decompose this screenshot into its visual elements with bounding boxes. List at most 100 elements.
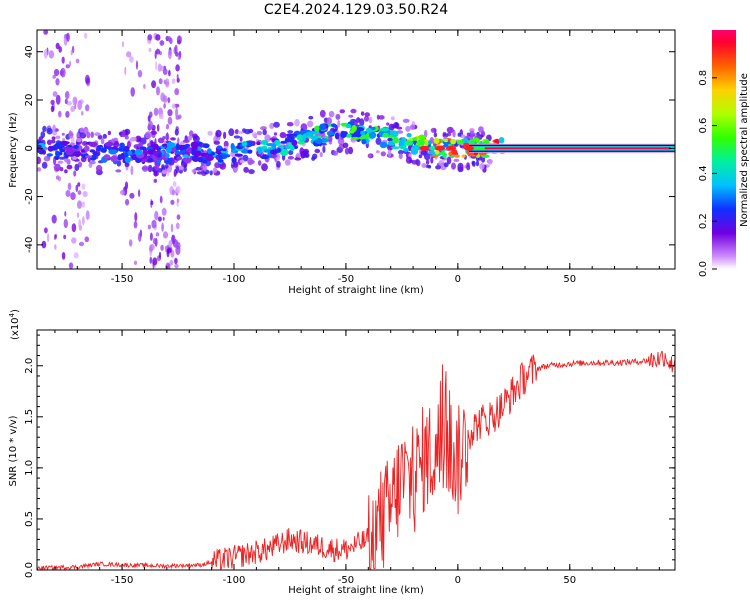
noise-speck bbox=[151, 219, 157, 229]
noise-speck bbox=[174, 263, 179, 269]
spread-speck bbox=[397, 150, 404, 155]
ridge-speck bbox=[100, 147, 108, 153]
spread-speck bbox=[387, 149, 392, 157]
noise-speck bbox=[177, 55, 181, 60]
ridge-speck bbox=[161, 143, 169, 147]
ridge-speck bbox=[190, 141, 199, 149]
noise-speck bbox=[65, 110, 70, 118]
ridge-speck bbox=[326, 130, 334, 136]
noise-speck bbox=[168, 240, 173, 248]
noise-speck bbox=[147, 34, 153, 41]
noise-speck bbox=[149, 244, 155, 251]
spread-speck bbox=[209, 170, 213, 176]
noise-speck bbox=[133, 221, 138, 229]
ridge-speck bbox=[241, 149, 250, 154]
colorbar-gradient bbox=[712, 30, 736, 269]
ridge-speck bbox=[123, 145, 130, 152]
spectrogram-axes: -150 -100 -50 0 50 -40 -20 0 20 40 bbox=[24, 30, 675, 285]
spread-speck bbox=[260, 126, 267, 131]
ridge-speck bbox=[319, 123, 326, 131]
spread-speck bbox=[239, 136, 243, 142]
y-tick-label: 1.0 bbox=[24, 460, 35, 476]
spread-speck bbox=[307, 120, 314, 128]
noise-speck bbox=[167, 263, 171, 269]
ridge-speck bbox=[345, 123, 352, 129]
noise-speck bbox=[174, 257, 178, 265]
spread-speck bbox=[394, 122, 399, 128]
noise-speck bbox=[128, 239, 133, 247]
noise-speck bbox=[175, 107, 179, 118]
ridge-speck bbox=[92, 151, 98, 156]
ridge-speck bbox=[403, 148, 410, 152]
ridge-speck bbox=[360, 130, 366, 136]
noise-speck bbox=[76, 212, 80, 218]
ridge-speck bbox=[382, 132, 389, 138]
spread-speck bbox=[356, 117, 361, 123]
ridge-speck bbox=[456, 139, 464, 145]
noise-speck bbox=[171, 189, 176, 196]
colorbar: 0.0 0.2 0.4 0.6 0.8 Normalized spectral ampl… bbox=[698, 30, 750, 277]
x-tick-label: 0 bbox=[455, 274, 461, 285]
noise-speck bbox=[162, 216, 165, 221]
noise-speck bbox=[73, 252, 79, 259]
noise-speck bbox=[71, 223, 77, 233]
spread-speck bbox=[188, 130, 194, 137]
noise-speck bbox=[163, 79, 167, 85]
noise-speck bbox=[152, 257, 158, 266]
spectrogram-heatmap bbox=[37, 30, 675, 269]
spread-speck bbox=[279, 132, 287, 139]
spread-speck bbox=[337, 120, 341, 128]
noise-speck bbox=[149, 256, 153, 264]
spread-speck bbox=[215, 129, 222, 138]
spread-speck bbox=[252, 132, 258, 138]
noise-speck bbox=[86, 78, 90, 84]
noise-speck bbox=[157, 216, 162, 222]
noise-speck bbox=[151, 80, 157, 89]
noise-speck bbox=[43, 30, 49, 35]
ridge-speck bbox=[134, 149, 143, 156]
ridge-speck bbox=[351, 125, 357, 132]
noise-speck bbox=[162, 231, 169, 239]
noise-speck bbox=[41, 240, 47, 249]
noise-speck bbox=[78, 241, 85, 247]
snr-axes: -150 -100 -50 0 50 0.0 0.5 1.0 1.5 2.0 bbox=[24, 330, 675, 586]
spread-speck bbox=[94, 132, 101, 137]
spread-speck bbox=[124, 162, 130, 168]
spread-speck bbox=[237, 130, 244, 135]
noise-speck bbox=[154, 210, 159, 221]
spread-speck bbox=[228, 128, 235, 137]
noise-speck bbox=[167, 49, 172, 60]
ridge-speck bbox=[147, 157, 154, 163]
noise-speck bbox=[85, 210, 90, 221]
noise-speck bbox=[166, 248, 170, 258]
ridge-speck bbox=[356, 126, 365, 132]
spread-speck bbox=[363, 115, 370, 122]
spread-speck bbox=[326, 117, 332, 125]
spread-speck bbox=[433, 132, 438, 138]
y-tick-label: 1.5 bbox=[24, 409, 35, 425]
ridge-speck bbox=[203, 143, 210, 149]
spread-speck bbox=[284, 159, 291, 166]
y-tick-label: 0 bbox=[24, 145, 35, 151]
noise-speck bbox=[162, 95, 168, 103]
ridge-speck bbox=[380, 127, 390, 132]
ridge-speck bbox=[201, 159, 208, 164]
ridge-speck bbox=[391, 146, 400, 150]
noise-speck bbox=[82, 191, 88, 198]
noise-speck bbox=[85, 104, 90, 112]
ridge-speck bbox=[139, 146, 147, 150]
spread-speck bbox=[350, 108, 357, 114]
spread-speck bbox=[61, 132, 65, 136]
ridge-speck bbox=[334, 132, 340, 140]
spread-speck bbox=[421, 163, 427, 168]
ridge-speck bbox=[443, 144, 449, 148]
spread-speck bbox=[471, 160, 475, 165]
colorbar-tick-label: 0.8 bbox=[698, 70, 709, 86]
spread-speck bbox=[248, 169, 255, 175]
spread-speck bbox=[95, 164, 103, 173]
ridge-speck bbox=[411, 144, 421, 151]
noise-speck bbox=[54, 234, 58, 239]
spread-speck bbox=[332, 150, 338, 156]
ridge-speck bbox=[434, 150, 440, 155]
spread-speck bbox=[443, 162, 449, 168]
